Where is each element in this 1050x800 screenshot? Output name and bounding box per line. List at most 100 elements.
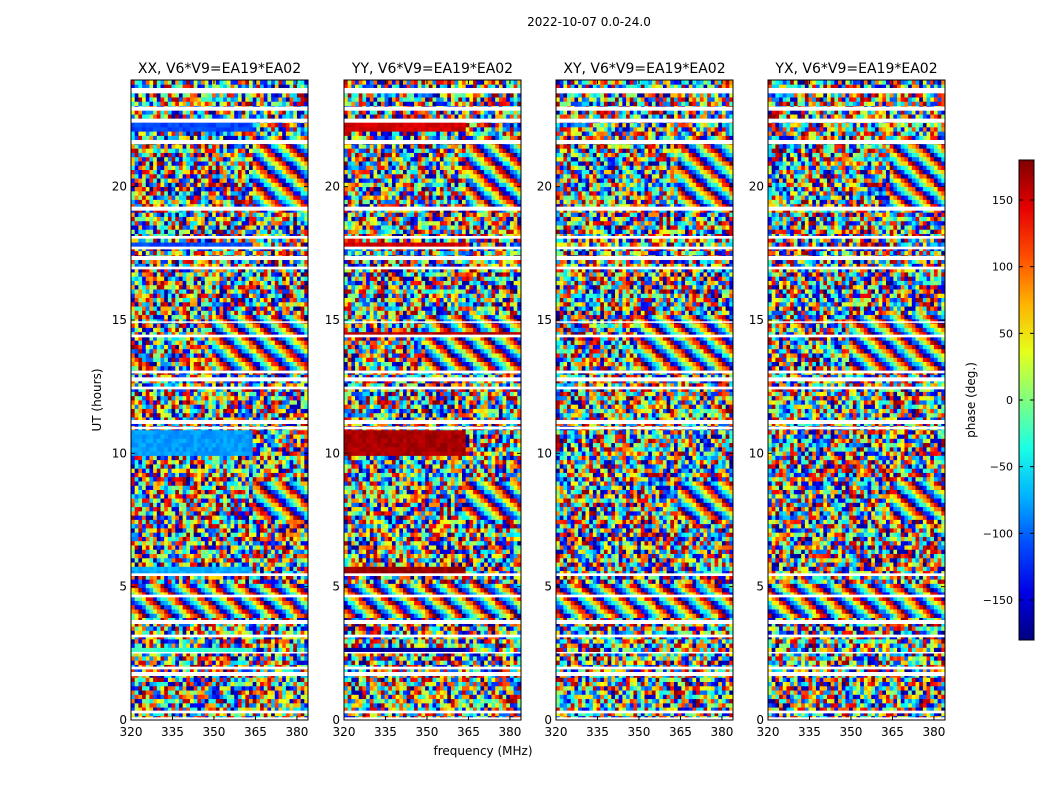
- flag-gap: [556, 666, 733, 670]
- colorbar-tick-label: −100: [983, 527, 1013, 540]
- colorbar: −150 −100 −50 0 50 100 150: [983, 159, 1035, 641]
- flag-gap: [556, 370, 733, 374]
- flag-gap: [768, 88, 945, 94]
- y-tick-label: 15: [112, 313, 127, 327]
- flag-gap: [768, 106, 945, 111]
- panel-title: YY, V6*V9=EA19*EA02: [351, 61, 513, 77]
- x-tick-label: 335: [374, 725, 397, 739]
- flag-gap: [344, 206, 521, 211]
- flag-gap: [131, 140, 308, 144]
- flag-gap: [344, 370, 521, 374]
- flag-gap: [556, 321, 733, 323]
- colorbar-label: phase (deg.): [964, 362, 978, 438]
- flag-gap: [768, 710, 945, 714]
- x-tick-label: 365: [881, 725, 904, 739]
- flag-gap: [344, 334, 521, 338]
- flag-gap: [131, 634, 308, 638]
- flag-gap: [768, 370, 945, 374]
- flag-gap: [344, 573, 521, 576]
- x-tick-label: 380: [285, 725, 308, 739]
- flag-gap: [131, 620, 308, 624]
- y-tick-label: 10: [537, 446, 552, 460]
- flag-gap: [344, 118, 521, 123]
- flag-gap: [344, 420, 521, 424]
- x-tick-label: 365: [244, 725, 267, 739]
- flag-gap: [768, 334, 945, 338]
- flag-gap: [344, 140, 521, 144]
- x-tick-label: 365: [457, 725, 480, 739]
- flag-gap: [131, 266, 308, 270]
- axes-frame: [555, 79, 734, 721]
- flag-gap: [344, 236, 521, 239]
- flag-gap: [344, 266, 521, 270]
- flag-gap: [131, 672, 308, 676]
- flag-gap: [556, 717, 733, 720]
- x-tick-label: 320: [333, 725, 356, 739]
- flag-gap: [131, 420, 308, 424]
- flag-gap: [131, 236, 308, 239]
- flag-gap: [768, 652, 945, 654]
- flag-gap: [768, 140, 945, 144]
- flag-gap: [344, 672, 521, 676]
- flag-gap: [131, 88, 308, 94]
- y-tick-label: 5: [756, 580, 764, 594]
- x-tick-label: 380: [922, 725, 945, 739]
- flag-gap: [768, 236, 945, 239]
- flag-gap: [344, 717, 521, 720]
- flag-gap: [556, 256, 733, 260]
- flag-gap: [556, 118, 733, 123]
- x-tick-label: 335: [798, 725, 821, 739]
- flag-gap: [344, 426, 521, 430]
- flag-gap: [131, 246, 308, 250]
- flag-gap: [344, 88, 521, 94]
- y-tick-label: 10: [749, 446, 764, 460]
- flag-gap: [131, 386, 308, 390]
- axes-frame: [130, 79, 309, 721]
- flag-gap: [768, 620, 945, 624]
- y-tick-label: 15: [749, 313, 764, 327]
- x-tick-label: 350: [416, 725, 439, 739]
- colorbar-tick-label: −50: [990, 461, 1013, 474]
- flag-gap: [131, 426, 308, 430]
- y-tick-label: 5: [119, 580, 127, 594]
- flag-gap: [344, 321, 521, 323]
- flag-gap: [556, 652, 733, 654]
- x-tick-label: 320: [120, 725, 143, 739]
- flag-gap: [131, 321, 308, 323]
- flag-gap: [344, 386, 521, 390]
- flag-gap: [131, 106, 308, 111]
- x-tick-label: 350: [628, 725, 651, 739]
- x-tick-label: 335: [586, 725, 609, 739]
- y-tick-label: 0: [332, 713, 340, 727]
- panel-title: XY, V6*V9=EA19*EA02: [563, 61, 725, 77]
- flag-gap: [344, 106, 521, 111]
- figure-suptitle: 2022-10-07 0.0-24.0: [527, 15, 651, 29]
- flag-gap: [768, 246, 945, 250]
- flag-gap: [768, 256, 945, 260]
- axes-frame: [767, 79, 946, 721]
- flag-gap: [344, 666, 521, 670]
- flag-gap: [344, 652, 521, 654]
- phase-image: [556, 80, 733, 720]
- x-tick-label: 335: [161, 725, 184, 739]
- flag-gap: [556, 594, 733, 598]
- flag-gap: [556, 634, 733, 638]
- colorbar-tick-label: 50: [999, 327, 1013, 340]
- flag-gap: [131, 594, 308, 598]
- x-axis-label: frequency (MHz): [433, 744, 532, 758]
- y-tick-label: 20: [325, 180, 340, 194]
- flag-gap: [131, 206, 308, 211]
- flag-gap: [344, 620, 521, 624]
- y-tick-label: 15: [537, 313, 552, 327]
- flag-gap: [768, 206, 945, 211]
- flag-gap: [344, 256, 521, 260]
- flag-gap: [344, 634, 521, 638]
- panel-xx: XX, V6*V9=EA19*EA02 320 335 350 365 380 0 5 10 15…: [112, 61, 309, 739]
- panel-yy: YY, V6*V9=EA19*EA02 320 335 350 365 380 0 5 10 15…: [325, 61, 522, 739]
- colorbar-tick-label: 100: [992, 261, 1013, 274]
- flag-gap: [768, 666, 945, 670]
- flag-gap: [768, 573, 945, 576]
- y-axis-label: UT (hours): [90, 368, 104, 431]
- flag-gap: [131, 652, 308, 654]
